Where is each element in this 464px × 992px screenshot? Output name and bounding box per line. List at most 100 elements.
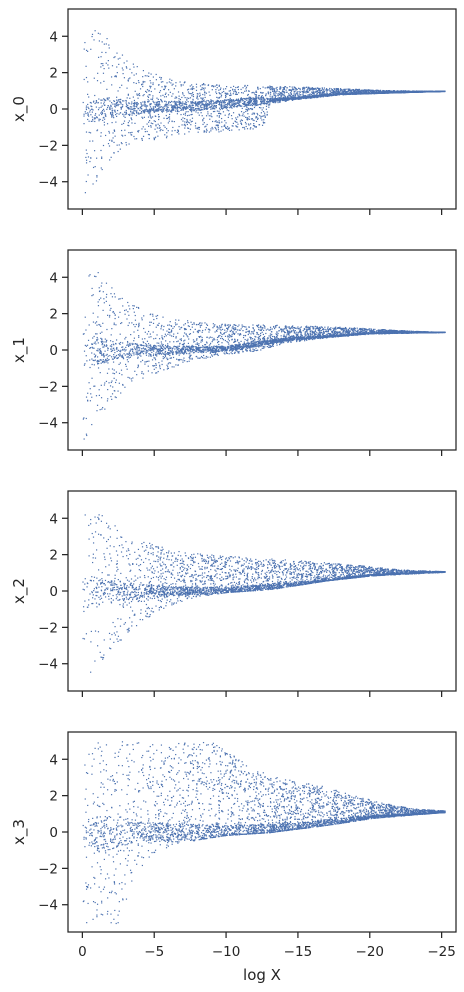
scatter-point xyxy=(283,332,286,334)
scatter-point xyxy=(326,93,328,95)
scatter-point xyxy=(184,125,187,127)
scatter-point xyxy=(205,115,208,117)
scatter-point xyxy=(172,105,174,107)
scatter-point xyxy=(134,370,136,372)
scatter-point xyxy=(189,109,191,111)
scatter-point xyxy=(397,90,399,92)
scatter-point xyxy=(273,93,275,95)
scatter-point xyxy=(255,101,257,103)
scatter-point xyxy=(321,88,324,90)
scatter-point xyxy=(108,132,111,134)
scatter-point xyxy=(307,91,309,93)
scatter-point xyxy=(225,106,228,108)
scatter-point xyxy=(212,107,214,109)
scatter-point xyxy=(119,57,121,59)
scatter-point xyxy=(230,336,233,338)
scatter-point xyxy=(136,93,138,95)
scatter-point xyxy=(202,84,204,86)
scatter-point xyxy=(176,106,178,109)
scatter-point xyxy=(402,90,404,93)
scatter-point xyxy=(221,104,223,107)
scatter-point xyxy=(238,92,240,94)
scatter-point xyxy=(216,84,218,86)
scatter-point xyxy=(104,114,107,116)
scatter-point xyxy=(143,112,146,114)
scatter-point xyxy=(94,117,97,119)
scatter-point xyxy=(166,135,168,137)
scatter-point xyxy=(313,87,315,90)
scatter-point xyxy=(251,118,253,120)
scatter-point xyxy=(402,90,405,92)
scatter-point xyxy=(295,97,297,100)
scatter-point xyxy=(312,92,315,94)
scatter-point xyxy=(172,101,174,103)
scatter-point xyxy=(190,93,192,95)
scatter-point xyxy=(149,333,151,335)
scatter-point xyxy=(131,72,133,74)
scatter-point xyxy=(195,107,197,110)
scatter-point xyxy=(149,80,151,82)
scatter-point xyxy=(347,91,349,93)
scatter-point xyxy=(191,326,193,328)
scatter-point xyxy=(130,103,132,105)
scatter-point xyxy=(343,92,345,95)
scatter-point xyxy=(160,81,163,83)
scatter-point xyxy=(170,100,173,103)
scatter-point xyxy=(146,130,148,133)
scatter-point xyxy=(155,109,157,111)
scatter-point xyxy=(283,87,285,89)
scatter-point xyxy=(98,118,100,120)
scatter-point xyxy=(269,89,271,91)
scatter-point xyxy=(191,120,193,122)
scatter-point xyxy=(164,87,166,89)
scatter-point xyxy=(153,111,155,113)
scatter-point xyxy=(404,90,407,92)
scatter-point xyxy=(123,100,125,102)
scatter-point xyxy=(261,101,263,103)
scatter-point xyxy=(209,342,212,344)
scatter-point xyxy=(284,96,287,98)
scatter-point xyxy=(215,91,217,93)
scatter-point xyxy=(152,106,154,108)
scatter-point xyxy=(129,68,131,70)
scatter-point xyxy=(241,105,243,107)
scatter-point xyxy=(260,96,262,99)
scatter-point xyxy=(256,331,258,334)
scatter-point xyxy=(259,338,261,340)
scatter-point xyxy=(303,96,306,98)
scatter-point xyxy=(149,108,151,111)
scatter-point xyxy=(96,336,98,339)
scatter-point xyxy=(393,91,395,93)
scatter-point xyxy=(122,383,124,386)
scatter-point xyxy=(167,94,170,96)
scatter-point xyxy=(272,87,274,89)
scatter-point xyxy=(225,88,227,90)
scatter-point xyxy=(158,103,160,105)
scatter-point xyxy=(235,99,238,101)
scatter-point xyxy=(224,125,226,127)
scatter-point xyxy=(321,91,324,94)
scatter-point xyxy=(178,100,180,102)
scatter-point xyxy=(126,67,128,69)
scatter-point xyxy=(355,93,357,95)
scatter-point xyxy=(142,117,144,119)
scatter-point xyxy=(121,84,123,86)
scatter-point xyxy=(165,109,167,111)
scatter-point xyxy=(260,107,262,109)
scatter-point xyxy=(258,124,260,126)
scatter-point xyxy=(200,109,202,111)
scatter-point xyxy=(176,105,179,107)
scatter-point xyxy=(234,90,236,92)
scatter-point xyxy=(287,97,289,99)
scatter-point xyxy=(244,101,246,103)
scatter-point xyxy=(133,135,135,138)
scatter-point xyxy=(88,115,90,117)
scatter-point xyxy=(130,111,132,113)
scatter-point xyxy=(261,96,263,99)
scatter-point xyxy=(264,112,266,114)
scatter-point xyxy=(229,99,232,101)
scatter-point xyxy=(257,97,259,99)
scatter-point xyxy=(141,105,143,107)
scatter-point xyxy=(133,104,136,106)
scatter-point xyxy=(89,109,91,111)
